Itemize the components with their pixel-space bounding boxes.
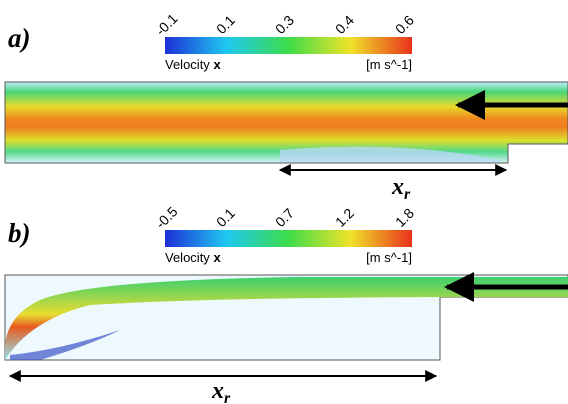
- colorbar-quantity: Velocity x: [165, 57, 221, 72]
- recirculation: [10, 330, 120, 360]
- tick-label: 1.2: [332, 205, 357, 230]
- component: x: [213, 250, 221, 265]
- quantity: Velocity: [165, 250, 210, 265]
- panel-label: a): [8, 23, 31, 53]
- subscript: r: [224, 390, 231, 404]
- tick-label: 0.6: [392, 12, 417, 37]
- subscript: r: [404, 186, 411, 203]
- colorbar-units: [m s^-1]: [366, 250, 412, 265]
- component: x: [213, 57, 221, 72]
- x: x: [391, 174, 404, 200]
- colorbar-units: [m s^-1]: [366, 57, 412, 72]
- length-label: xr: [391, 174, 411, 203]
- tick-label: 1.8: [392, 205, 417, 230]
- length-label: xr: [211, 378, 231, 404]
- flow-field: [4, 81, 568, 164]
- tick-label: 0.7: [272, 205, 297, 230]
- tick-label: 0.3: [272, 12, 297, 37]
- quantity: Velocity: [165, 57, 210, 72]
- tick-label: -0.5: [152, 203, 181, 232]
- x: x: [211, 378, 224, 404]
- panel-label: b): [8, 218, 31, 248]
- tick-label: -0.1: [152, 10, 181, 39]
- recirculation: [280, 146, 500, 162]
- colorbar-quantity: Velocity x: [165, 250, 221, 265]
- colorbar-ticks: -0.5 0.1 0.7 1.2 1.8: [152, 203, 417, 232]
- colorbar-ticks: -0.1 0.1 0.3 0.4 0.6: [152, 10, 417, 39]
- tick-label: 0.1: [213, 205, 238, 230]
- tick-label: 0.1: [213, 12, 238, 37]
- jet: [5, 277, 568, 360]
- colorbar: [165, 230, 412, 247]
- tick-label: 0.4: [332, 12, 357, 37]
- colorbar: [165, 37, 412, 54]
